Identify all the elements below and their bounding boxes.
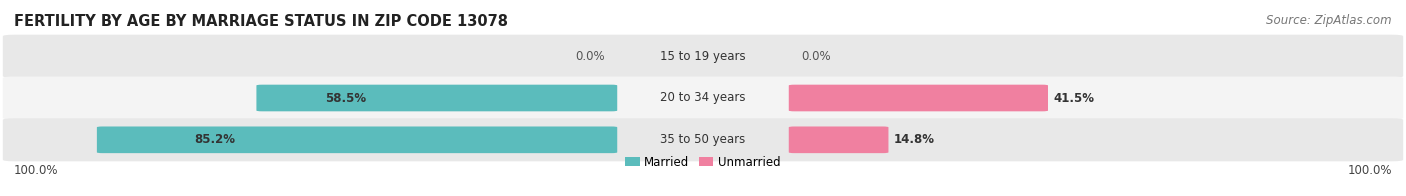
Text: 35 to 50 years: 35 to 50 years (661, 133, 745, 146)
Text: 100.0%: 100.0% (14, 164, 59, 177)
Text: 14.8%: 14.8% (894, 133, 935, 146)
FancyBboxPatch shape (256, 85, 617, 111)
FancyBboxPatch shape (3, 76, 1403, 120)
Text: Source: ZipAtlas.com: Source: ZipAtlas.com (1267, 14, 1392, 27)
Text: 58.5%: 58.5% (325, 92, 366, 104)
FancyBboxPatch shape (3, 35, 1403, 78)
FancyBboxPatch shape (789, 85, 1047, 111)
Text: FERTILITY BY AGE BY MARRIAGE STATUS IN ZIP CODE 13078: FERTILITY BY AGE BY MARRIAGE STATUS IN Z… (14, 14, 508, 29)
Text: 0.0%: 0.0% (801, 50, 831, 63)
Text: 85.2%: 85.2% (194, 133, 235, 146)
Text: 20 to 34 years: 20 to 34 years (661, 92, 745, 104)
FancyBboxPatch shape (789, 126, 889, 153)
Legend: Married, Unmarried: Married, Unmarried (626, 156, 780, 169)
FancyBboxPatch shape (97, 126, 617, 153)
Text: 15 to 19 years: 15 to 19 years (661, 50, 745, 63)
Text: 100.0%: 100.0% (1347, 164, 1392, 177)
FancyBboxPatch shape (3, 118, 1403, 161)
Text: 41.5%: 41.5% (1053, 92, 1095, 104)
Text: 0.0%: 0.0% (575, 50, 605, 63)
